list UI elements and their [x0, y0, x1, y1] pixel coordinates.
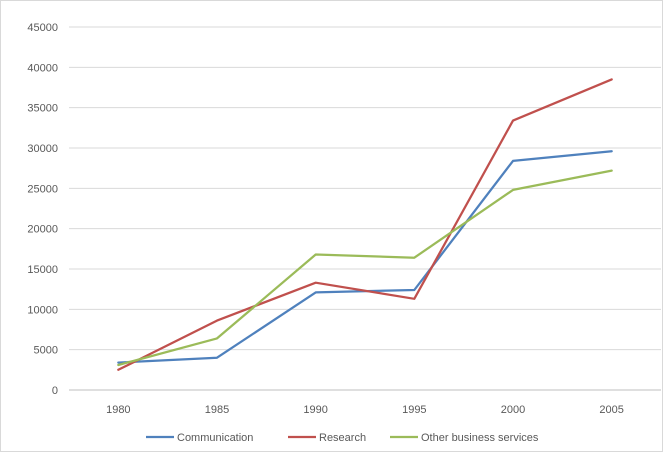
x-tick-label: 1990	[303, 404, 327, 416]
y-tick-label: 5000	[34, 345, 58, 357]
y-tick-label: 0	[52, 385, 58, 397]
series-line-other-business-services	[117, 169, 613, 367]
y-tick-label: 35000	[27, 103, 58, 115]
legend-label: Other business services	[421, 432, 539, 444]
x-tick-label: 1995	[402, 404, 426, 416]
y-tick-label: 45000	[27, 22, 58, 34]
y-tick-label: 20000	[27, 224, 58, 236]
y-tick-label: 25000	[27, 183, 58, 195]
legend-label: Communication	[177, 432, 253, 444]
x-tick-label: 2000	[501, 404, 525, 416]
y-tick-label: 30000	[27, 143, 58, 155]
y-tick-label: 15000	[27, 264, 58, 276]
x-tick-label: 1985	[205, 404, 229, 416]
y-tick-label: 10000	[27, 304, 58, 316]
legend-label: Research	[319, 432, 366, 444]
series-line-research	[117, 78, 613, 371]
y-tick-label: 40000	[27, 62, 58, 74]
x-tick-label: 2005	[599, 404, 623, 416]
x-tick-label: 1980	[106, 404, 130, 416]
